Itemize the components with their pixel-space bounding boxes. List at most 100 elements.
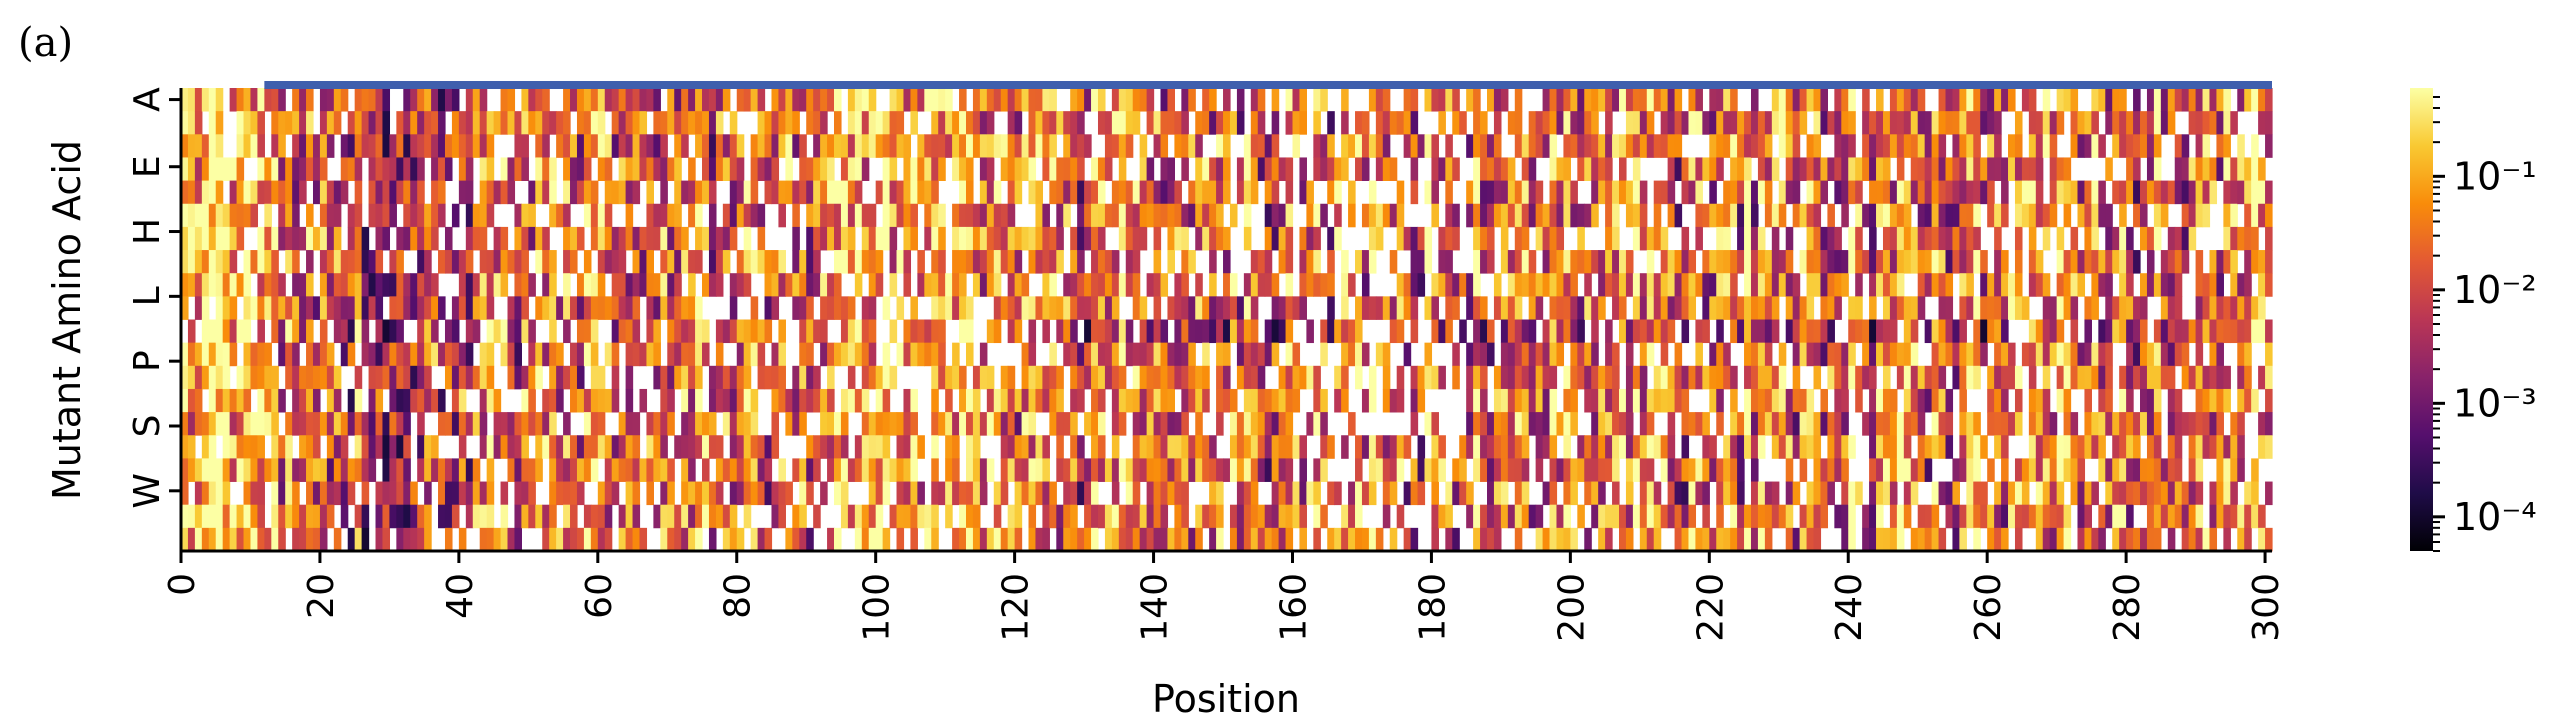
heatmap-cell bbox=[1931, 180, 1940, 205]
heatmap-cell bbox=[715, 319, 724, 344]
heatmap-cell bbox=[1771, 296, 1780, 320]
heatmap-cell bbox=[458, 342, 467, 367]
heatmap-cell bbox=[563, 226, 571, 251]
heatmap-cell bbox=[1153, 458, 1162, 482]
heatmap-cell bbox=[438, 296, 446, 320]
heatmap-cell bbox=[438, 504, 446, 529]
heatmap-cell bbox=[861, 226, 870, 251]
heatmap-cell bbox=[1549, 481, 1558, 506]
heatmap-cell bbox=[743, 319, 752, 344]
heatmap-cell bbox=[847, 342, 856, 367]
heatmap-cell bbox=[299, 134, 307, 158]
heatmap-cell bbox=[1153, 388, 1162, 413]
heatmap-cell bbox=[1952, 111, 1960, 135]
heatmap-cell bbox=[1549, 412, 1558, 436]
heatmap-cell bbox=[1542, 111, 1551, 135]
heatmap-cell bbox=[1598, 157, 1606, 181]
heatmap-cell bbox=[222, 388, 231, 413]
heatmap-cell bbox=[2119, 203, 2127, 228]
heatmap-cell bbox=[1605, 203, 1613, 228]
heatmap-cell bbox=[1945, 504, 1954, 529]
heatmap-cell bbox=[1514, 88, 1523, 112]
heatmap-cell bbox=[194, 296, 203, 320]
heatmap-cell bbox=[1876, 527, 1884, 552]
heatmap-cell bbox=[1563, 180, 1571, 205]
heatmap-cell bbox=[771, 88, 780, 112]
heatmap-cell bbox=[799, 342, 807, 367]
heatmap-cell bbox=[2195, 134, 2204, 158]
heatmap-cell bbox=[1091, 388, 1099, 413]
heatmap-cell bbox=[1097, 111, 1106, 135]
heatmap-cell bbox=[590, 388, 599, 413]
heatmap-cell bbox=[208, 203, 217, 228]
heatmap-cell bbox=[1903, 504, 1912, 529]
heatmap-cell bbox=[1389, 527, 1398, 552]
heatmap-cell bbox=[931, 273, 939, 297]
heatmap-cell bbox=[1646, 134, 1655, 158]
heatmap-cell bbox=[820, 481, 828, 506]
heatmap-cell bbox=[1528, 180, 1537, 205]
heatmap-cell bbox=[2167, 412, 2176, 436]
heatmap-cell bbox=[438, 157, 446, 181]
heatmap-cell bbox=[2133, 180, 2141, 205]
heatmap-cell bbox=[2042, 527, 2051, 552]
heatmap-cell bbox=[549, 388, 557, 413]
heatmap-cell bbox=[743, 365, 752, 390]
heatmap-cell bbox=[1730, 296, 1738, 320]
heatmap-cell bbox=[1389, 111, 1398, 135]
heatmap-cell bbox=[2098, 180, 2106, 205]
heatmap-cell bbox=[278, 203, 286, 228]
heatmap-cell bbox=[1521, 504, 1530, 529]
heatmap-cell bbox=[889, 180, 898, 205]
heatmap-cell bbox=[618, 111, 627, 135]
heatmap-cell bbox=[236, 157, 245, 181]
heatmap-cell bbox=[917, 250, 925, 274]
heatmap-cell bbox=[389, 458, 397, 482]
heatmap-cell bbox=[2014, 180, 2023, 205]
heatmap-cell bbox=[2146, 226, 2155, 251]
heatmap-cell bbox=[625, 458, 634, 482]
heatmap-cell bbox=[1938, 273, 1947, 297]
heatmap-cell bbox=[1681, 273, 1690, 297]
heatmap-cell bbox=[868, 226, 877, 251]
heatmap-cell bbox=[2091, 88, 2099, 112]
heatmap-cell bbox=[1723, 180, 1731, 205]
heatmap-cell bbox=[1987, 458, 1995, 482]
heatmap-cell bbox=[625, 527, 634, 552]
heatmap-cell bbox=[271, 527, 279, 552]
heatmap-cell bbox=[1118, 180, 1127, 205]
heatmap-cell bbox=[924, 273, 932, 297]
heatmap-cell bbox=[1917, 412, 1926, 436]
heatmap-cell bbox=[632, 435, 641, 459]
heatmap-cell bbox=[847, 157, 856, 181]
heatmap-cell bbox=[479, 365, 488, 390]
heatmap-cell bbox=[2251, 226, 2259, 251]
heatmap-cell bbox=[1730, 203, 1738, 228]
heatmap-cell bbox=[959, 250, 967, 274]
heatmap-cell bbox=[264, 342, 272, 367]
heatmap-cell bbox=[2056, 527, 2065, 552]
heatmap-cell bbox=[2265, 111, 2273, 135]
heatmap-cell bbox=[285, 319, 293, 344]
heatmap-cell bbox=[889, 88, 898, 112]
heatmap-cell bbox=[1348, 342, 1356, 367]
heatmap-cell bbox=[271, 365, 279, 390]
heatmap-cell bbox=[1181, 342, 1189, 367]
heatmap-cell bbox=[2035, 203, 2044, 228]
heatmap-cell bbox=[1507, 111, 1516, 135]
heatmap-cell bbox=[2091, 203, 2099, 228]
heatmap-cell bbox=[2063, 388, 2072, 413]
heatmap-cell bbox=[1931, 388, 1940, 413]
heatmap-cell bbox=[1799, 157, 1808, 181]
heatmap-cell bbox=[1750, 365, 1759, 390]
heatmap-cell bbox=[1910, 319, 1919, 344]
heatmap-cell bbox=[1104, 203, 1113, 228]
heatmap-cell bbox=[528, 365, 536, 390]
heatmap-cell bbox=[2119, 273, 2127, 297]
heatmap-cell bbox=[2223, 134, 2231, 158]
heatmap-cell bbox=[1473, 412, 1481, 436]
heatmap-cell bbox=[556, 342, 564, 367]
heatmap-cell bbox=[1000, 458, 1009, 482]
heatmap-cell bbox=[1521, 226, 1530, 251]
heatmap-cell bbox=[2105, 273, 2113, 297]
